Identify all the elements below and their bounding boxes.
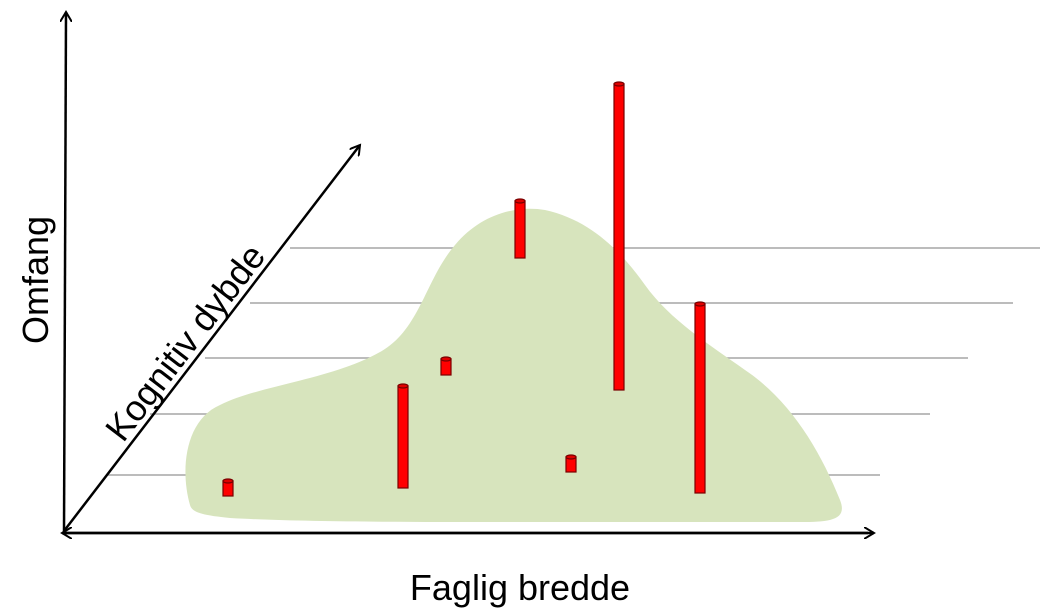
cylinder	[440, 356, 452, 376]
cylinder	[565, 454, 577, 473]
diagonal-axis	[63, 145, 360, 532]
cylinder	[222, 478, 234, 497]
cylinders	[222, 81, 706, 497]
vertical-axis	[64, 12, 66, 533]
horizontal-axis-label: Faglig bredde	[410, 567, 630, 608]
knowledge-area	[185, 208, 842, 523]
cylinder	[514, 198, 526, 259]
cylinder	[397, 383, 409, 489]
cylinder	[694, 301, 706, 494]
cylinder	[613, 81, 625, 391]
vertical-axis-label: Omfang	[15, 216, 56, 344]
